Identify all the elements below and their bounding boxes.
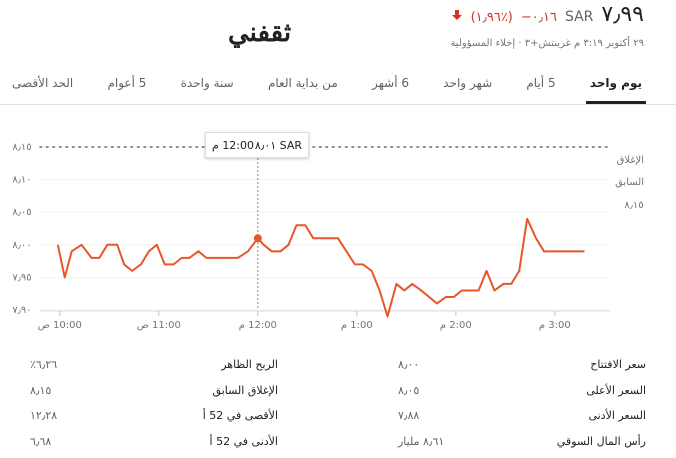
- stats: سعر الافتتاح ٨٫٠٠ السعر الأعلى ٨٫٠٥ السعر ال…: [30, 352, 646, 454]
- tab[interactable]: شهر واحد: [443, 76, 493, 90]
- stat-label: سعر الافتتاح: [590, 358, 646, 372]
- stat-row: الأدنى في 52 أ ٦٫٦٨: [30, 429, 278, 455]
- stat-label: الأدنى في 52 أ: [209, 434, 278, 448]
- reference-label: الإغلاق السابق: [615, 155, 644, 188]
- y-tick-label: ٨٫١٠: [12, 175, 31, 186]
- stat-value: ٧٫٨٨: [398, 409, 420, 423]
- x-tick-label: 2:00 م: [440, 320, 472, 331]
- stat-label: الأقصى في 52 أ: [202, 409, 278, 423]
- reference-value: ٨٫١٥: [624, 200, 643, 211]
- stat-label: الإغلاق السابق: [212, 383, 278, 397]
- y-tick-label: ٨٫٠٥: [12, 207, 31, 218]
- stat-label: السعر الأدنى: [588, 409, 646, 423]
- x-tick-label: 11:00 ص: [137, 320, 181, 331]
- stat-value: ٨٫٠٠: [398, 358, 420, 372]
- separator: [0, 104, 676, 105]
- price-line: [56, 217, 585, 318]
- tab[interactable]: الحد الأقصى: [12, 76, 74, 90]
- change-percent: (١٫٩٦٪): [470, 10, 513, 25]
- stat-row: السعر الأدنى ٧٫٨٨: [398, 403, 646, 429]
- hover-dot: [253, 234, 262, 243]
- y-tick-label: ٧٫٩٠: [12, 305, 31, 316]
- stat-label: السعر الأعلى: [586, 383, 646, 397]
- disclaimer[interactable]: إخلاء المسؤولية: [450, 38, 516, 49]
- tabs: يوم واحد 5 أيام شهر واحد 6 أشهر من بداية الع…: [8, 72, 647, 104]
- stat-row: رأس المال السوقي ٨٫٦١ مليار: [398, 429, 646, 455]
- tooltip-time: 12:00 م: [212, 138, 255, 152]
- tab[interactable]: من بداية العام: [267, 76, 338, 90]
- stat-value: ٦٫٢٦٪: [30, 358, 58, 372]
- tab[interactable]: 5 أعوام: [107, 76, 147, 90]
- y-tick-label: ٧٫٩٥: [12, 272, 31, 283]
- tab[interactable]: 6 أشهر: [372, 76, 409, 90]
- down-arrow: [451, 10, 462, 20]
- stat-row: السعر الأعلى ٨٫٠٥: [398, 378, 646, 404]
- currency: SAR: [564, 9, 594, 25]
- stat-value: ٨٫٠٥: [398, 383, 420, 397]
- stat-value: ٨٫١٥: [30, 383, 52, 397]
- subtitle: ٢٩ أكتوبر ٣:١٩ م غرينتش+٣ · إخلاء المسؤو…: [450, 38, 644, 49]
- stat-value: ١٢٫٢٨: [30, 409, 58, 423]
- price-row: ٧٫٩٩ SAR −٠٫١٦ (١٫٩٦٪): [451, 2, 644, 27]
- x-tick-label: 1:00 م: [341, 320, 373, 331]
- price: ٧٫٩٩: [601, 2, 644, 27]
- stat-row: الأقصى في 52 أ ١٢٫٢٨: [30, 403, 278, 429]
- stat-label: الربح الظاهر: [221, 358, 278, 372]
- stat-row: الربح الظاهر ٦٫٢٦٪: [30, 352, 278, 378]
- tab[interactable]: يوم واحد: [585, 72, 647, 104]
- logo: ثقفني: [228, 18, 292, 48]
- x-tick-label: 3:00 م: [539, 320, 571, 331]
- tab[interactable]: 5 أيام: [526, 76, 556, 90]
- tooltip: 12:00 م ٨٫٠١ SAR: [205, 132, 309, 158]
- stat-value: ٦٫٦٨: [30, 434, 52, 448]
- y-tick-label: ٨٫٠٠: [12, 240, 31, 251]
- timestamp: ٢٩ أكتوبر ٣:١٩ م غرينتش+٣: [524, 38, 644, 49]
- stat-label: رأس المال السوقي: [556, 434, 646, 448]
- change: −٠٫١٦: [520, 10, 557, 25]
- stat-value: ٨٫٦١ مليار: [398, 434, 445, 448]
- stat-row: سعر الافتتاح ٨٫٠٠: [398, 352, 646, 378]
- tooltip-price: ٨٫٠١ SAR: [254, 138, 302, 152]
- x-tick-label: 10:00 ص: [38, 320, 82, 331]
- tab[interactable]: سنة واحدة: [180, 76, 234, 90]
- stat-row: الإغلاق السابق ٨٫١٥: [30, 378, 278, 404]
- x-tick-label: 12:00 م: [239, 320, 277, 331]
- y-tick-label: ٨٫١٥: [12, 142, 31, 153]
